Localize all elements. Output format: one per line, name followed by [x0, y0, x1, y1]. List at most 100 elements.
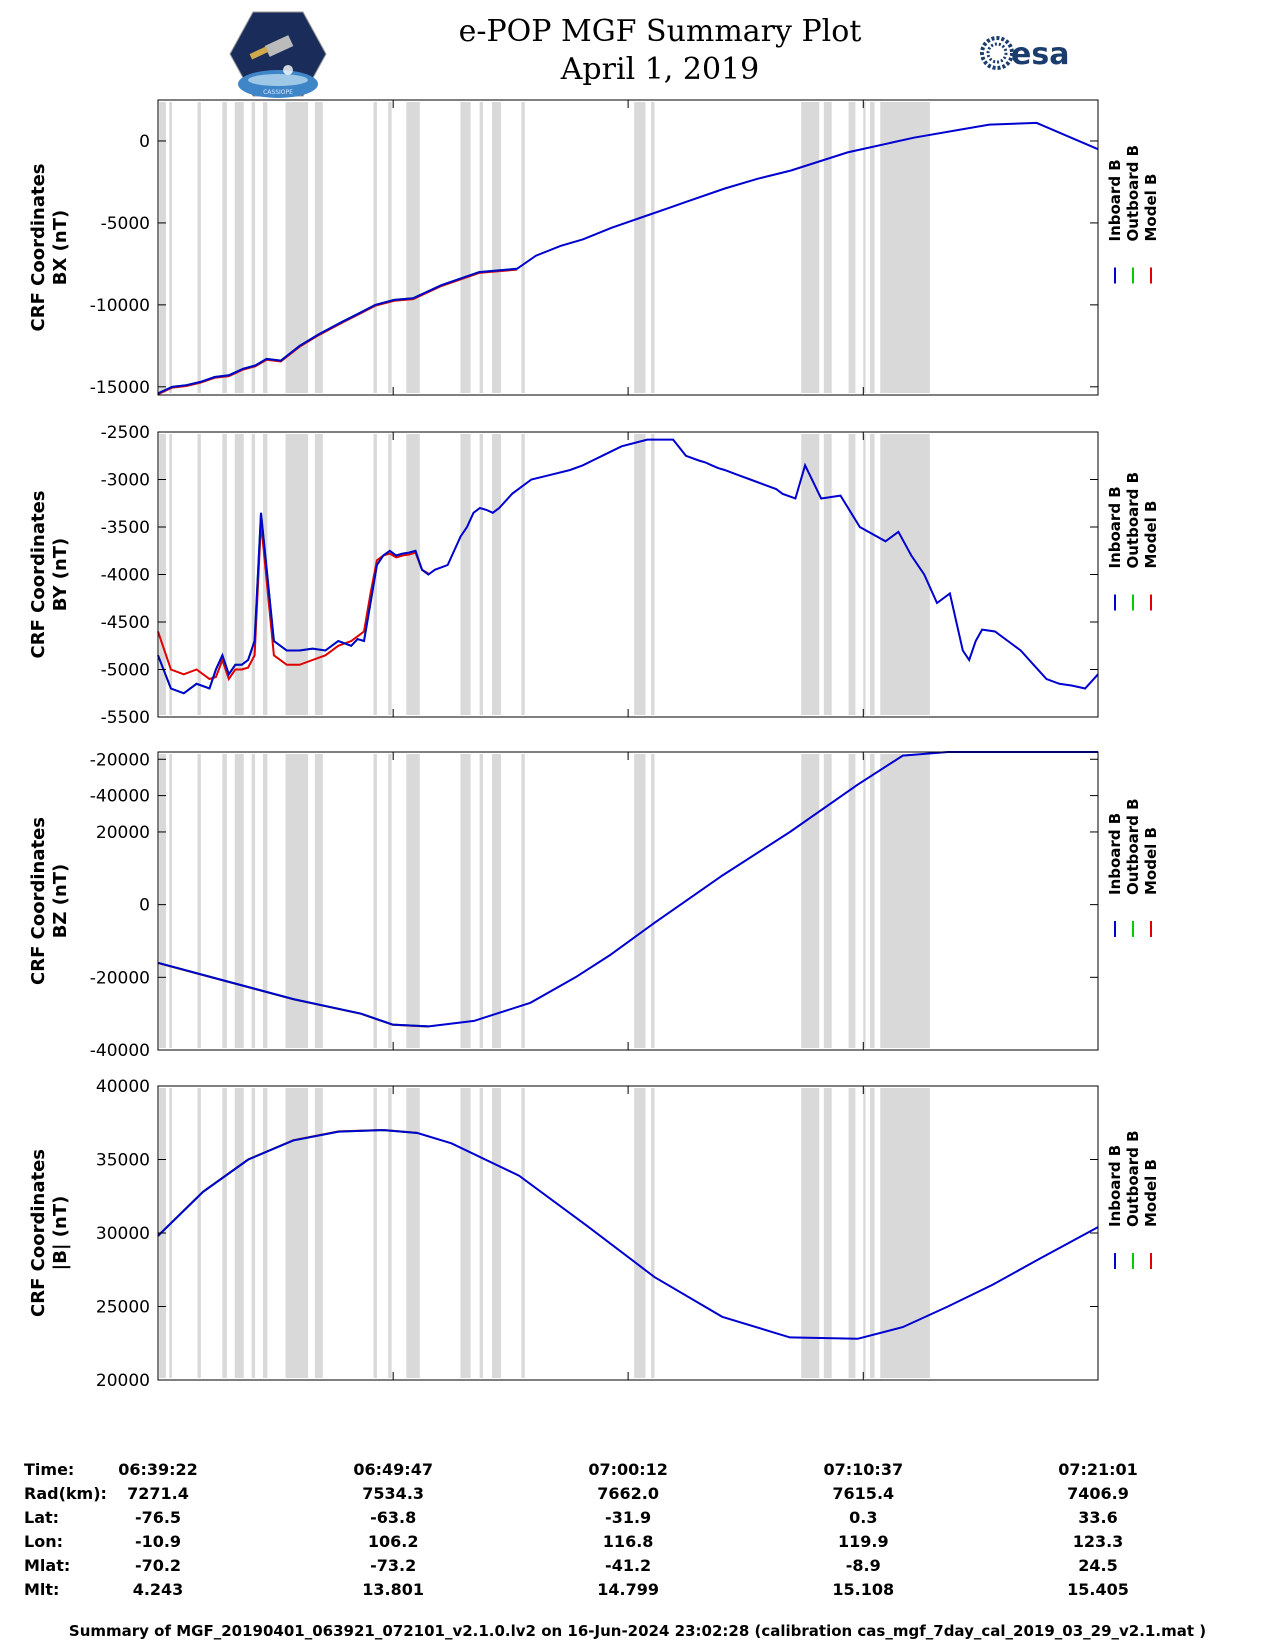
y-tick-label: -15000 [90, 378, 150, 398]
y-tick-label: 20000 [96, 823, 150, 843]
ephemeris-row-label: Time: [24, 1460, 75, 1479]
data-gap-band [801, 754, 820, 1048]
ephemeris-value: 33.6 [1078, 1508, 1118, 1527]
data-gap-band [251, 434, 256, 715]
data-gap-band [262, 102, 268, 393]
ephemeris-value: -8.9 [845, 1556, 881, 1575]
ephemeris-value: -31.9 [605, 1508, 652, 1527]
y-axis-label: |B| (nT) [50, 1196, 71, 1271]
data-gap-band [285, 102, 309, 393]
data-gap-band [314, 754, 323, 1048]
y-tick-label: -40000 [90, 787, 150, 807]
footer-summary: Summary of MGF_20190401_063921_072101_v2… [68, 1622, 1207, 1640]
data-gap-band [222, 754, 227, 1048]
legend-label: Model B [1142, 501, 1160, 569]
data-gap-band [823, 102, 832, 393]
legend-label: Outboard B [1124, 798, 1142, 895]
data-gap-band [880, 1088, 930, 1378]
data-gap-band [521, 102, 525, 393]
data-gap-band [801, 102, 820, 393]
data-gap-band [197, 754, 201, 1048]
data-gap-band [492, 754, 502, 1048]
data-gap-band [197, 102, 201, 393]
data-gap-band [388, 102, 392, 393]
panel-2: -2500 -3000 -3500 -4000 -4500 -5000 -5500 CRF C… [28, 423, 1160, 728]
ephemeris-row-label: Lat: [24, 1508, 60, 1527]
ephemeris-value: 123.3 [1072, 1532, 1124, 1551]
panel-4: 40000 35000 30000 25000 20000 CRF Coordinates… [28, 1077, 1160, 1391]
ephemeris-value: 7662.0 [597, 1484, 659, 1503]
data-gap-band [251, 102, 256, 393]
panel-1: 0 -5000 -10000 -15000 CRF Coordinates BX (nT)… [28, 99, 1160, 398]
legend-label: Outboard B [1124, 145, 1142, 242]
data-gap-band [492, 1088, 502, 1378]
data-gap-band [406, 1088, 420, 1378]
data-gap-band [406, 434, 420, 715]
ephemeris-row-label: Lon: [24, 1532, 63, 1551]
data-gap-band [197, 434, 201, 715]
data-gap-band [373, 1088, 377, 1378]
esa-logo-text: esa [1011, 37, 1069, 72]
data-gap-band [651, 434, 655, 715]
y-axis-label: CRF Coordinates [28, 817, 49, 985]
y-tick-label: -2500 [101, 423, 150, 443]
y-tick-label: 20000 [96, 1371, 150, 1391]
ephemeris-value: 4.243 [132, 1580, 184, 1599]
data-gap-band [880, 434, 930, 715]
data-gap-band [388, 754, 392, 1048]
data-gap-band [314, 434, 323, 715]
data-gap-band [388, 434, 392, 715]
data-gap-band [634, 1088, 646, 1378]
data-gap-band [651, 1088, 655, 1378]
data-gap-band [863, 754, 866, 1048]
legend-label: Outboard B [1124, 1130, 1142, 1227]
data-gap-band [492, 434, 502, 715]
ephemeris-value: 0.3 [849, 1508, 878, 1527]
y-axis-label: BX (nT) [50, 210, 71, 285]
data-gap-band [169, 102, 172, 393]
legend-label: Inboard B [1106, 813, 1124, 895]
data-gap-band [460, 434, 471, 715]
ephemeris-value: 7406.9 [1067, 1484, 1129, 1503]
data-gap-band [234, 754, 244, 1048]
ephemeris-value: -63.8 [370, 1508, 417, 1527]
ephemeris-value: 15.108 [832, 1580, 895, 1599]
mission-logo-text: CASSIOPE [263, 89, 293, 96]
data-gap-band [262, 1088, 268, 1378]
y-tick-label: -20000 [90, 750, 150, 770]
legend-label: Inboard B [1106, 486, 1124, 568]
data-gap-band [870, 102, 875, 393]
data-gap-band [651, 754, 655, 1048]
data-gap-band [863, 1088, 866, 1378]
data-gap-band [169, 754, 172, 1048]
ephemeris-value: 24.5 [1078, 1556, 1118, 1575]
ephemeris-value: 15.405 [1067, 1580, 1129, 1599]
data-gap-band [870, 434, 875, 715]
data-gap-band [479, 434, 483, 715]
data-gap-band [222, 102, 227, 393]
legend-label: Model B [1142, 1159, 1160, 1227]
ephemeris-value: -41.2 [605, 1556, 652, 1575]
data-gap-band [460, 102, 471, 393]
data-gap-band [197, 1088, 201, 1378]
data-gap-band [373, 102, 377, 393]
data-gap-band [234, 102, 244, 393]
ephemeris-value: -10.9 [134, 1532, 182, 1551]
ephemeris-row-label: Rad(km): [24, 1484, 107, 1503]
ephemeris-value: 07:00:12 [588, 1460, 668, 1479]
data-gap-band [169, 434, 172, 715]
ephemeris-value: 06:49:47 [353, 1460, 433, 1479]
ephemeris-value: 07:10:37 [823, 1460, 904, 1479]
series-line-inboard-b [157, 121, 1099, 395]
data-gap-band [169, 1088, 172, 1378]
ephemeris-value: 7615.4 [832, 1484, 895, 1503]
data-gap-band [460, 1088, 471, 1378]
y-tick-label: -3000 [101, 471, 150, 491]
data-gap-band [285, 1088, 309, 1378]
series-line-model-b [157, 522, 429, 682]
ephemeris-value: 7534.3 [362, 1484, 425, 1503]
data-gap-band [314, 1088, 323, 1378]
y-axis-label: CRF Coordinates [28, 164, 49, 332]
y-tick-label: 40000 [96, 1077, 150, 1097]
data-gap-band [801, 1088, 820, 1378]
